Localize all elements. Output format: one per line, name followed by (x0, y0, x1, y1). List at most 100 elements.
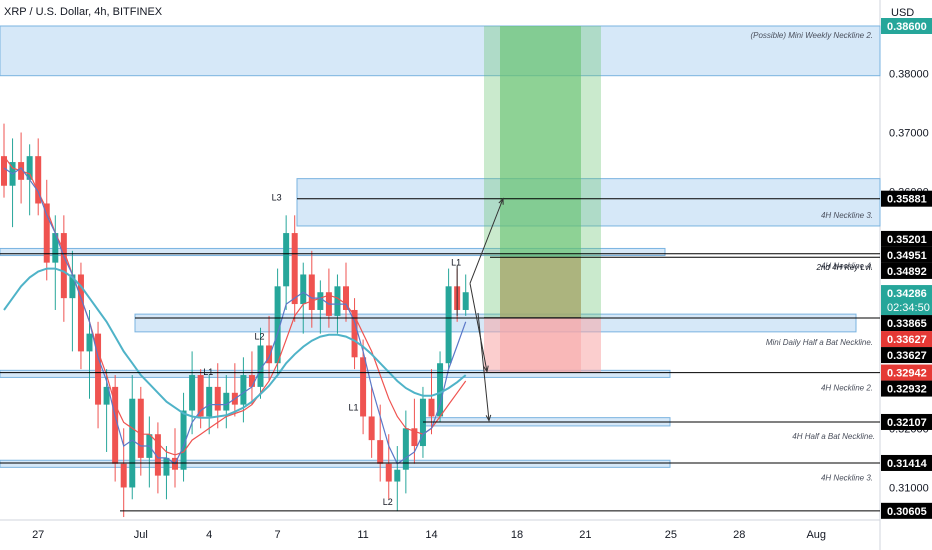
price-flag-text: 0.32107 (887, 417, 927, 429)
time-tick-label: 14 (425, 529, 437, 541)
currency-label: USD (891, 7, 914, 19)
candle-body (35, 156, 42, 204)
price-flag-text: 0.38600 (887, 21, 927, 33)
arrow-head (498, 197, 504, 205)
candle-body (180, 410, 187, 470)
candle-body (103, 386, 110, 405)
price-flag (881, 380, 932, 397)
price-flag-text: 0.34951 (887, 250, 927, 262)
candle-body (223, 392, 230, 411)
candle-body (86, 333, 93, 352)
candle-body (300, 274, 307, 305)
candle-body (419, 398, 426, 447)
time-tick-label: 11 (357, 529, 368, 541)
price-flag-text: 0.33627 (887, 334, 927, 346)
candle-body (428, 398, 435, 417)
candle-body (137, 398, 144, 458)
price-flag (881, 190, 932, 207)
candle-body (214, 386, 221, 411)
candle-body (248, 375, 255, 387)
candle-body (60, 233, 67, 299)
price-flag (881, 364, 932, 381)
zone-label: 4H Neckline 3. (821, 473, 873, 482)
projection-arrow (469, 283, 488, 372)
candle-body (274, 286, 281, 364)
candle-body (394, 469, 401, 482)
price-tick-label: 0.38000 (889, 68, 929, 80)
time-tick-label: Jul (134, 529, 148, 541)
grid (0, 0, 881, 550)
price-flag (881, 347, 932, 364)
candle-body (197, 375, 204, 417)
price-flag (881, 285, 932, 316)
candle-body (377, 440, 384, 464)
swing-label: L3 (272, 193, 282, 203)
key-level-label: 2nd 4H Key Lvl. (816, 263, 873, 272)
candle-body (52, 233, 59, 263)
position-tool[interactable] (484, 26, 601, 373)
price-flag (881, 230, 932, 247)
candle-body (368, 416, 375, 441)
candle-body (240, 375, 247, 405)
candle-body (308, 274, 315, 310)
time-tick-label: Aug (806, 529, 826, 541)
price-flag-text: 0.33865 (887, 318, 927, 330)
candle-body (462, 292, 469, 310)
swing-label: L1 (349, 403, 359, 413)
candle-body (411, 428, 418, 447)
stop-zone-inner (500, 317, 581, 373)
price-tick-label: 0.37000 (889, 127, 929, 139)
candle-body (43, 203, 50, 263)
candle-body (351, 309, 358, 358)
price-tick-label: 0.31000 (889, 482, 929, 494)
candle-body (291, 233, 298, 305)
neckline-zone (0, 247, 666, 257)
countdown-text: 02:34:50 (887, 302, 930, 314)
price-axis[interactable]: 0.310000.320000.330000.340000.350000.360… (881, 18, 932, 519)
drawings: 2nd 4H Key Lvl. (0, 197, 880, 512)
zone-label: Mini Daily Half a Bat Neckline. (766, 338, 873, 347)
price-flag (881, 315, 932, 332)
price-flag-text: 0.32932 (887, 384, 927, 396)
candle-body (69, 274, 76, 299)
candle-body (120, 463, 127, 488)
candle-body (1, 156, 7, 186)
symbol-title: XRP / U.S. Dollar, 4h, BITFINEX (4, 6, 163, 18)
time-tick-label: 7 (275, 529, 281, 541)
candle-body (257, 345, 264, 387)
swing-label: L2 (383, 497, 393, 507)
price-flag-text: 0.32942 (887, 368, 927, 380)
candle-body (343, 286, 349, 310)
candle-body (112, 386, 119, 464)
zone-label: 4H Neckline 3. (821, 211, 873, 220)
candle-body (189, 375, 196, 411)
price-flag-text: 0.33627 (887, 350, 927, 362)
swing-label: L1 (203, 367, 213, 377)
time-tick-label: 21 (579, 529, 591, 541)
price-flag (881, 413, 932, 430)
moving-average-line (3, 167, 467, 465)
candle-body (385, 463, 392, 482)
projection-arrow (469, 198, 504, 284)
price-flag-text: 0.34892 (887, 266, 927, 278)
time-axis[interactable]: 27 Jul 4 7 11 14 18 21 25 28 Aug (32, 529, 826, 541)
candle-body (77, 274, 84, 352)
candle-body (334, 286, 341, 316)
time-tick-label: 28 (733, 529, 745, 541)
arrow-head (485, 414, 492, 422)
zone-label: (Possible) Mini Weekly Neckline 2. (750, 31, 873, 40)
candle-body (283, 233, 290, 287)
zone-label: 4H Neckline 4. (821, 262, 873, 271)
candle-body (26, 156, 33, 180)
overlap-zone (500, 257, 581, 318)
price-flag-text: 0.31414 (887, 458, 928, 470)
annotations: L3 L2 L1 L1 L2 L1 (203, 193, 461, 508)
price-flag (881, 262, 932, 279)
price-flag-text: 0.30605 (887, 506, 927, 518)
price-flag (881, 331, 932, 348)
time-tick-label: 4 (206, 529, 212, 541)
time-tick-label: 27 (32, 529, 44, 541)
neckline-zone (0, 459, 671, 468)
candle-body (445, 286, 452, 364)
